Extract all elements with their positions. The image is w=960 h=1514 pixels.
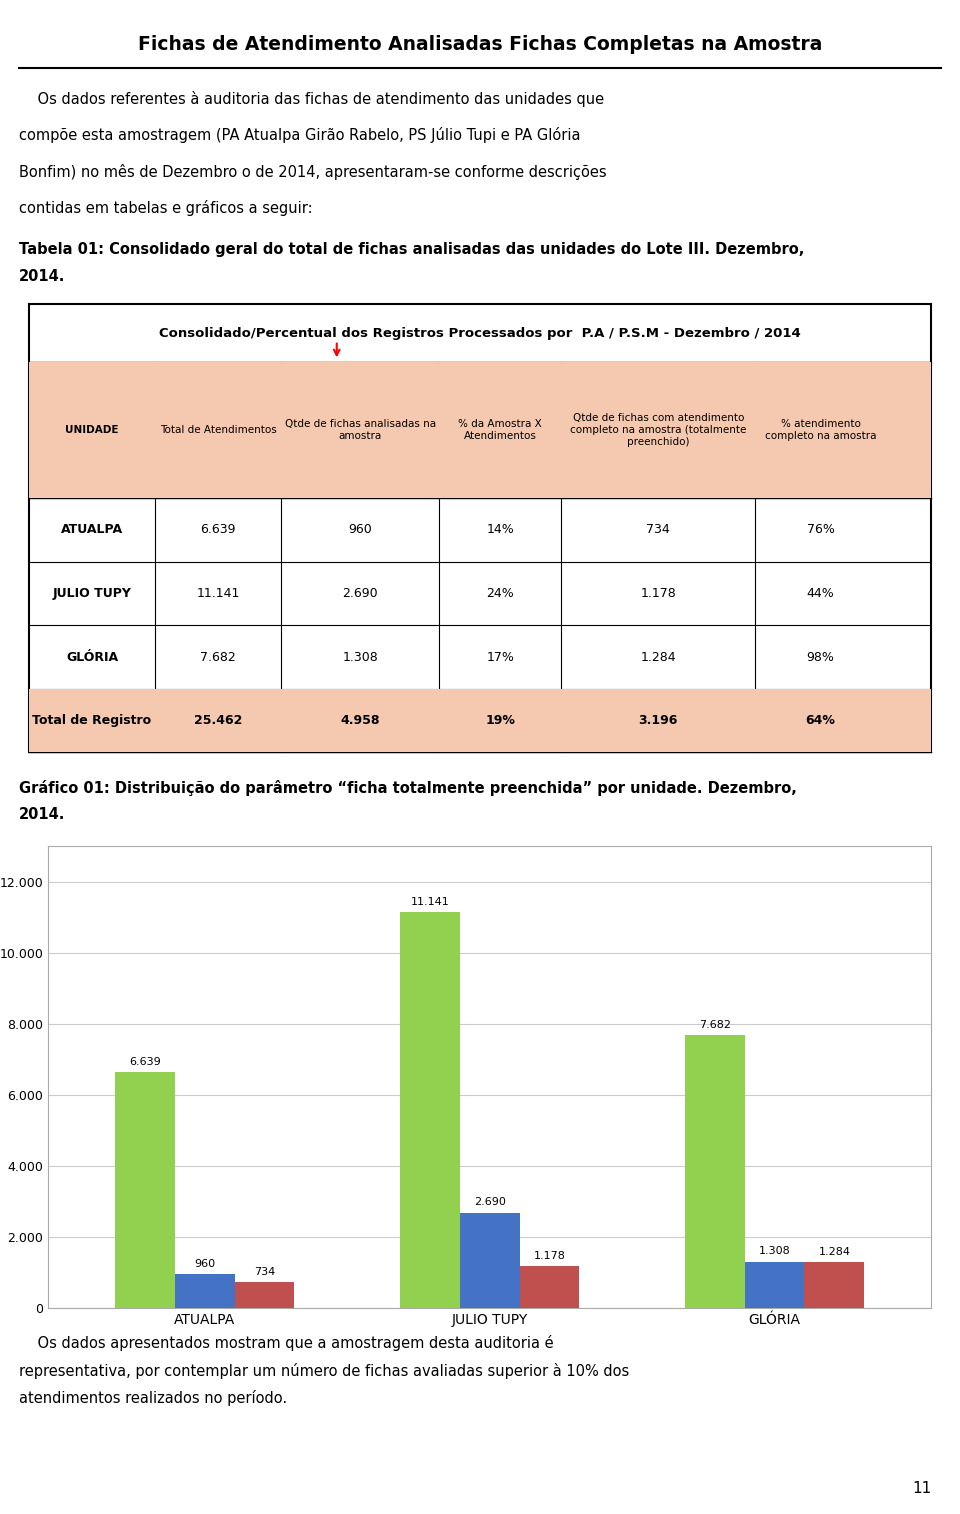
- Text: 11.141: 11.141: [197, 587, 240, 600]
- Text: 1.284: 1.284: [818, 1248, 851, 1257]
- Text: Qtde de fichas analisadas na
amostra: Qtde de fichas analisadas na amostra: [285, 419, 436, 441]
- Text: % da Amostra X
Atendimentos: % da Amostra X Atendimentos: [459, 419, 542, 441]
- Bar: [684, 1036, 745, 1308]
- Bar: [175, 1273, 234, 1308]
- Text: Total de Registro: Total de Registro: [33, 715, 152, 727]
- Bar: [29, 689, 931, 752]
- Bar: [519, 1266, 579, 1308]
- Text: ATUALPA: ATUALPA: [60, 524, 123, 536]
- Text: Gráfico 01: Distribuição do parâmetro “ficha totalmente preenchida” por unidade.: Gráfico 01: Distribuição do parâmetro “f…: [19, 780, 797, 796]
- Text: GLÓRIA: GLÓRIA: [66, 651, 118, 663]
- Bar: [29, 304, 931, 752]
- Text: 98%: 98%: [806, 651, 834, 663]
- Text: Os dados apresentados mostram que a amostragem desta auditoria é: Os dados apresentados mostram que a amos…: [19, 1335, 554, 1352]
- Bar: [804, 1263, 864, 1308]
- Text: 2014.: 2014.: [19, 269, 65, 285]
- Text: 734: 734: [646, 524, 670, 536]
- Text: 64%: 64%: [805, 715, 835, 727]
- Text: 14%: 14%: [487, 524, 515, 536]
- Text: UNIDADE: UNIDADE: [65, 425, 119, 435]
- Text: JULIO TUPY: JULIO TUPY: [53, 587, 132, 600]
- Text: Consolidado/Percentual dos Registros Processados por  P.A / P.S.M - Dezembro / 2: Consolidado/Percentual dos Registros Pro…: [159, 327, 801, 339]
- Text: 7.682: 7.682: [201, 651, 236, 663]
- Text: 1.178: 1.178: [534, 1251, 565, 1261]
- Text: contidas em tabelas e gráficos a seguir:: contidas em tabelas e gráficos a seguir:: [19, 200, 313, 217]
- Text: Fichas de Atendimento Analisadas Fichas Completas na Amostra: Fichas de Atendimento Analisadas Fichas …: [138, 35, 822, 55]
- Text: 24%: 24%: [487, 587, 515, 600]
- Text: 734: 734: [253, 1267, 276, 1276]
- Text: 1.284: 1.284: [640, 651, 676, 663]
- Text: 11: 11: [912, 1481, 931, 1496]
- Text: 1.308: 1.308: [343, 651, 378, 663]
- Text: 1.308: 1.308: [758, 1246, 790, 1257]
- Text: 3.196: 3.196: [638, 715, 678, 727]
- Text: 6.639: 6.639: [129, 1057, 160, 1067]
- Text: 6.639: 6.639: [201, 524, 236, 536]
- Text: atendimentos realizados no período.: atendimentos realizados no período.: [19, 1390, 287, 1407]
- Text: 2.690: 2.690: [473, 1198, 506, 1207]
- Text: 960: 960: [194, 1258, 215, 1269]
- Text: representativa, por contemplar um número de fichas avaliadas superior à 10% dos: representativa, por contemplar um número…: [19, 1363, 630, 1379]
- Text: Tabela 01: Consolidado geral do total de fichas analisadas das unidades do Lote : Tabela 01: Consolidado geral do total de…: [19, 242, 804, 257]
- Text: 2014.: 2014.: [19, 807, 65, 822]
- Text: Os dados referentes à auditoria das fichas de atendimento das unidades que: Os dados referentes à auditoria das fich…: [19, 91, 605, 107]
- Bar: [460, 1213, 519, 1308]
- Text: 25.462: 25.462: [194, 715, 243, 727]
- Text: Qtde de fichas com atendimento
completo na amostra (totalmente
preenchido): Qtde de fichas com atendimento completo …: [570, 413, 747, 447]
- Bar: [115, 1072, 175, 1308]
- Text: % atendimento
completo na amostra: % atendimento completo na amostra: [765, 419, 876, 441]
- Bar: [234, 1282, 295, 1308]
- Text: 960: 960: [348, 524, 372, 536]
- Text: 17%: 17%: [487, 651, 515, 663]
- Text: 11.141: 11.141: [410, 896, 449, 907]
- Text: 2.690: 2.690: [343, 587, 378, 600]
- Text: Total de Atendimentos: Total de Atendimentos: [160, 425, 276, 435]
- Bar: [400, 913, 460, 1308]
- Text: 44%: 44%: [806, 587, 834, 600]
- Text: 7.682: 7.682: [699, 1020, 731, 1030]
- Text: Bonfim) no mês de Dezembro o de 2014, apresentaram-se conforme descrições: Bonfim) no mês de Dezembro o de 2014, ap…: [19, 164, 607, 180]
- Text: 76%: 76%: [806, 524, 834, 536]
- Bar: [745, 1261, 804, 1308]
- Bar: [29, 362, 931, 498]
- Text: 19%: 19%: [486, 715, 516, 727]
- Text: compõe esta amostragem (PA Atualpa Girão Rabelo, PS Júlio Tupi e PA Glória: compõe esta amostragem (PA Atualpa Girão…: [19, 127, 581, 144]
- Text: 1.178: 1.178: [640, 587, 676, 600]
- Text: 4.958: 4.958: [341, 715, 380, 727]
